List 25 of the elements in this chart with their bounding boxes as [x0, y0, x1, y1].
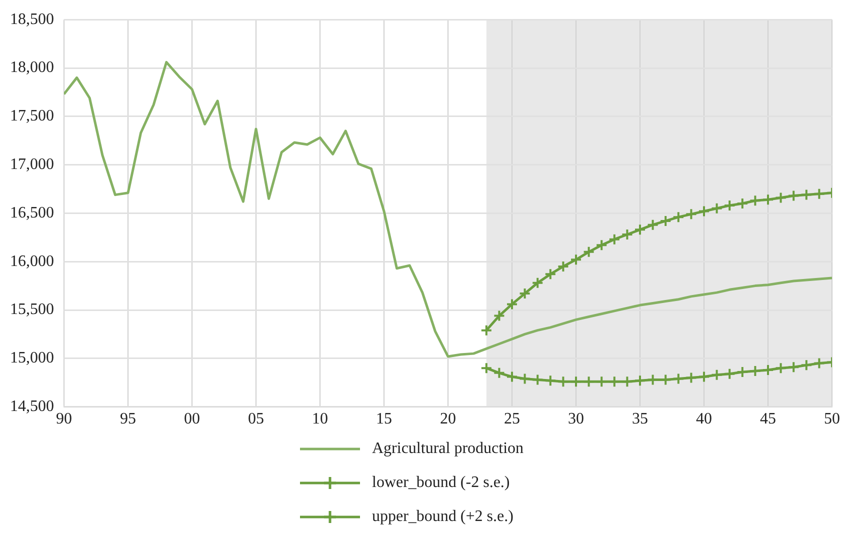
x-tick-label: 25 — [504, 410, 520, 428]
legend-label: Agricultural production — [372, 440, 524, 458]
x-tick-label: 45 — [760, 410, 776, 428]
x-tick-label: 05 — [248, 410, 264, 428]
x-tick-label: 00 — [184, 410, 200, 428]
x-tick-label: 90 — [56, 410, 72, 428]
y-tick-label: 16,500 — [10, 204, 54, 222]
y-tick-label: 18,000 — [10, 59, 54, 76]
y-tick-label: 17,000 — [10, 156, 54, 174]
y-tick-label: 15,000 — [10, 350, 54, 367]
x-tick-label: 10 — [312, 410, 328, 428]
y-tick-label: 15,500 — [10, 301, 54, 318]
y-tick-label: 14,500 — [10, 398, 54, 416]
x-tick-label: 50 — [824, 410, 840, 428]
legend-label: lower_bound (-2 s.e.) — [372, 474, 510, 492]
x-tick-label: 20 — [440, 410, 456, 428]
x-tick-label: 40 — [696, 410, 712, 428]
x-tick-label: 35 — [632, 410, 648, 428]
x-tick-label: 95 — [120, 410, 136, 428]
legend-label: upper_bound (+2 s.e.) — [372, 508, 514, 526]
x-tick-label: 15 — [376, 410, 392, 428]
y-tick-label: 18,500 — [10, 10, 54, 28]
x-tick-label: 30 — [568, 410, 584, 428]
y-tick-label: 16,000 — [10, 252, 54, 270]
y-tick-label: 17,500 — [10, 108, 54, 125]
